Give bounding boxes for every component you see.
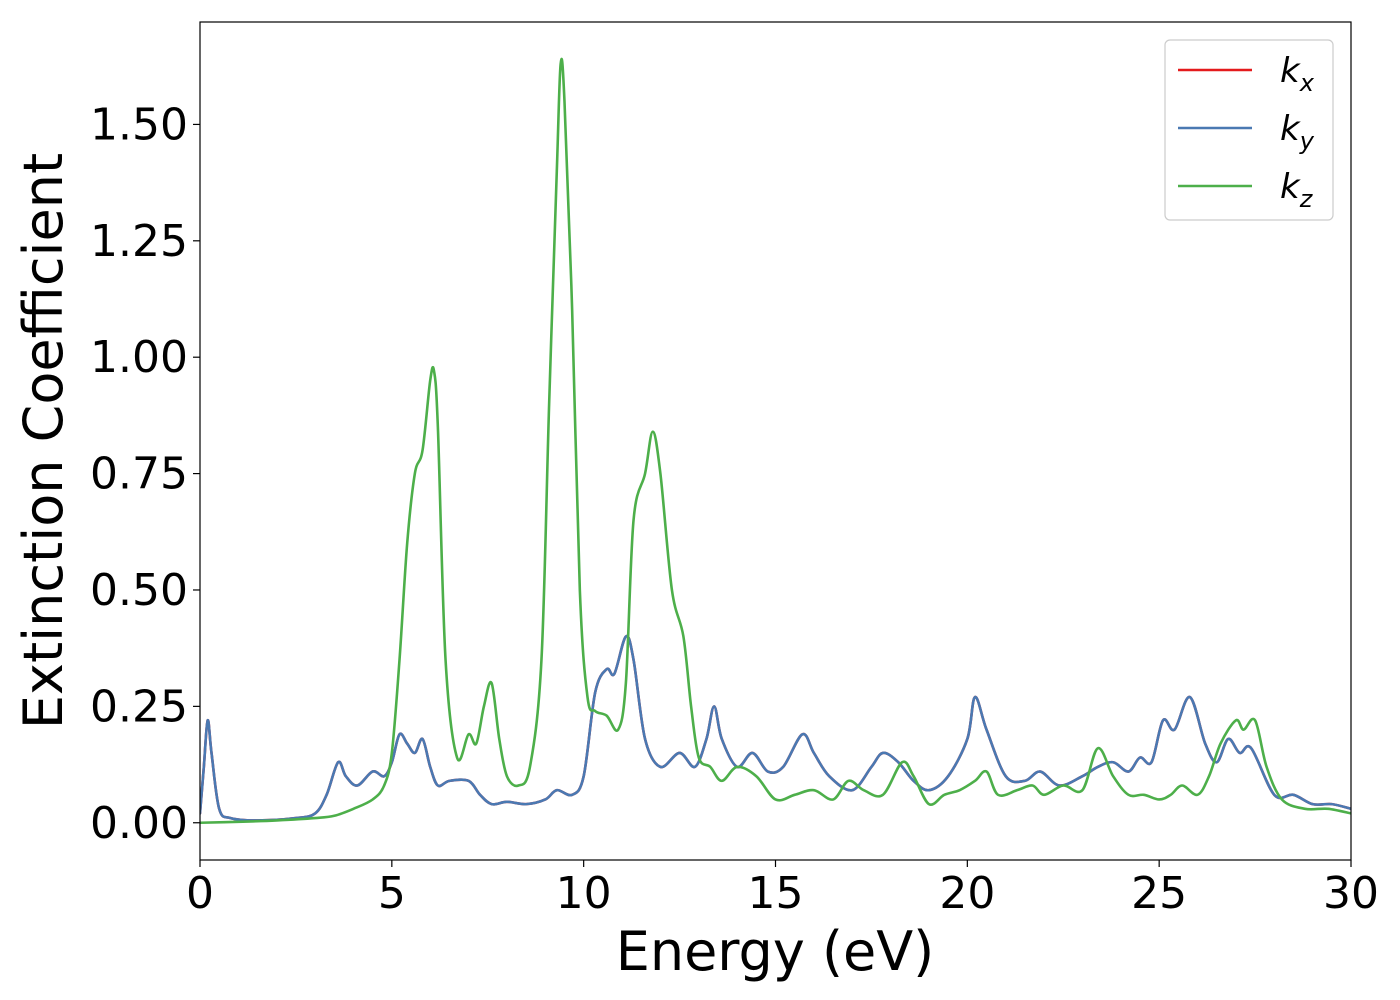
x-tick-label: 5 bbox=[378, 868, 406, 919]
x-tick-label: 10 bbox=[556, 868, 612, 919]
x-tick-label: 20 bbox=[939, 868, 995, 919]
x-tick-label: 15 bbox=[748, 868, 804, 919]
series-line-x bbox=[200, 634, 1351, 822]
series-layer bbox=[200, 57, 1351, 825]
y-tick-label: 1.25 bbox=[90, 216, 188, 267]
y-tick-label: 0.75 bbox=[90, 449, 188, 500]
series-line-y bbox=[200, 634, 1351, 822]
x-tick-label: 30 bbox=[1323, 868, 1379, 919]
x-tick-label: 25 bbox=[1131, 868, 1187, 919]
legend-label-y: ky bbox=[1280, 109, 1315, 155]
y-tick-label: 0.25 bbox=[90, 681, 188, 732]
y-tick-label: 0.00 bbox=[90, 798, 188, 849]
legend-label-x: kx bbox=[1280, 51, 1315, 97]
y-axis-label: Extinction Coefficient bbox=[12, 153, 75, 729]
y-tick-label: 1.00 bbox=[90, 332, 188, 383]
y-tick-label: 0.50 bbox=[90, 565, 188, 616]
x-axis-ticks: 0 5 10 15 20 25 30 bbox=[186, 860, 1379, 919]
y-axis-ticks: 0.00 0.25 0.50 0.75 1.00 1.25 1.50 bbox=[90, 99, 200, 849]
legend: kx ky kz bbox=[1164, 39, 1334, 221]
x-axis-label: Energy (eV) bbox=[616, 920, 935, 983]
y-tick-label: 1.50 bbox=[90, 99, 188, 150]
x-tick-label: 0 bbox=[186, 868, 214, 919]
legend-label-z: kz bbox=[1280, 167, 1314, 213]
legend-box bbox=[1164, 39, 1334, 221]
series-line-z bbox=[200, 57, 1351, 825]
